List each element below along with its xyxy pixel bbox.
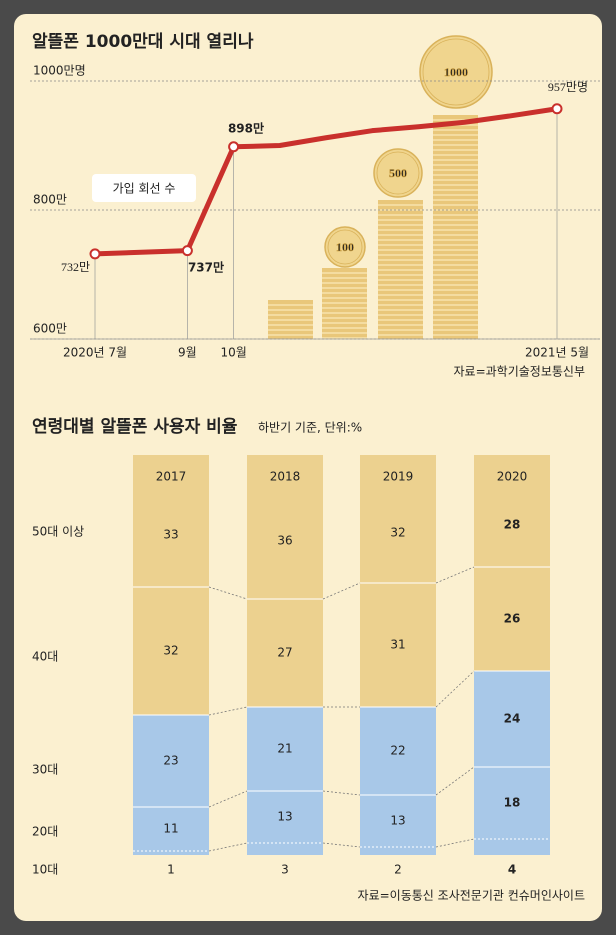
bar-segment [360, 795, 436, 847]
y-tick-label: 1000만명 [33, 64, 86, 78]
series-label: 40대 [32, 650, 58, 664]
point [181, 245, 193, 257]
chart-title: 연령대별 알뜰폰 사용자 비율 [32, 416, 238, 437]
value-label: 1 [167, 863, 175, 877]
value-label: 4 [508, 863, 516, 877]
x-tick-label: 2020 [497, 470, 528, 484]
connector [208, 706, 248, 716]
coin-rim [422, 38, 490, 106]
connector [208, 586, 248, 600]
subtitle: 하반기 기준, 단위:% [258, 421, 362, 435]
coin-rim [327, 229, 363, 265]
point [551, 103, 563, 115]
point [228, 141, 240, 153]
legend-box [92, 174, 196, 202]
value-label: 732만 [61, 260, 90, 274]
coin-stacks: 100 500 1000 [268, 35, 493, 339]
connector [435, 838, 475, 848]
coin [324, 226, 366, 268]
value-label: 28 [504, 518, 521, 532]
bar-segment [360, 455, 436, 583]
value-label: 11 [163, 822, 178, 836]
bar-segment [133, 807, 209, 851]
bar-segment [247, 599, 323, 707]
value-label: 13 [277, 810, 292, 824]
bar-segment [247, 843, 323, 855]
bar-segment [360, 707, 436, 795]
source: 자료=이동통신 조사전문기관 컨슈머인사이트 [358, 889, 585, 903]
value-label: 898만 [228, 121, 264, 136]
line [94, 106, 558, 257]
legend-label: 가입 회선 수 [113, 182, 176, 196]
bar-segment [133, 455, 209, 587]
value-label: 3 [281, 863, 289, 877]
bar-segment [360, 583, 436, 707]
coin-label: 500 [389, 166, 407, 180]
series-label: 10대 [32, 863, 58, 877]
value-label: 13 [390, 814, 405, 828]
connector [208, 842, 248, 852]
x-tick-label: 2019 [383, 470, 414, 484]
connector [435, 566, 475, 584]
bar-segment [133, 715, 209, 807]
source: 자료=과학기술정보통신부 [454, 365, 586, 379]
series-label: 50대 이상 [32, 525, 84, 539]
bar-segment [360, 847, 436, 855]
value-label: 31 [390, 638, 405, 652]
x-tick-label: 2018 [270, 470, 301, 484]
value-label: 21 [277, 742, 292, 756]
value-label: 27 [277, 646, 292, 660]
value-label: 957만명 [548, 80, 588, 94]
value-label: 33 [163, 528, 178, 542]
point [89, 248, 101, 260]
bar-segment [474, 839, 550, 855]
value-label: 22 [390, 744, 405, 758]
coin-label: 100 [336, 240, 354, 254]
coin [419, 35, 493, 109]
value-label: 36 [277, 534, 292, 548]
coin-rim [376, 151, 420, 195]
x-tick-label: 10월 [220, 346, 246, 360]
value-label: 32 [163, 644, 178, 658]
value-label: 18 [504, 796, 521, 810]
value-label: 24 [504, 712, 521, 726]
value-label: 23 [163, 754, 178, 768]
bar-segment [474, 455, 550, 567]
value-label: 737만 [188, 260, 224, 275]
series-label: 30대 [32, 763, 58, 777]
bar-segment [474, 671, 550, 767]
coin-stack [433, 115, 478, 339]
y-tick-label: 800만 [33, 193, 67, 207]
bar-segment [474, 567, 550, 671]
connector [435, 670, 475, 708]
value-label: 32 [390, 526, 405, 540]
coin [373, 148, 423, 198]
x-tick-label: 9월 [178, 346, 197, 360]
connector [322, 582, 361, 600]
chart-title: 알뜰폰 1000만대 시대 열리나 [32, 32, 254, 52]
value-label: 26 [504, 612, 521, 626]
x-tick-label: 2020년 7월 [63, 346, 127, 360]
bar-segment [247, 791, 323, 843]
value-label: 2 [394, 863, 402, 877]
series-label: 20대 [32, 825, 58, 839]
x-tick-label: 2017 [156, 470, 187, 484]
coin-label: 1000 [444, 65, 468, 79]
x-tick-label: 2021년 5월 [525, 346, 589, 360]
bar-segment [133, 851, 209, 855]
bar-segment [247, 455, 323, 599]
bar-segment [474, 767, 550, 839]
connector [208, 790, 248, 808]
y-tick-label: 600만 [33, 322, 67, 336]
bar-segment [133, 587, 209, 715]
bar-segment [247, 707, 323, 791]
